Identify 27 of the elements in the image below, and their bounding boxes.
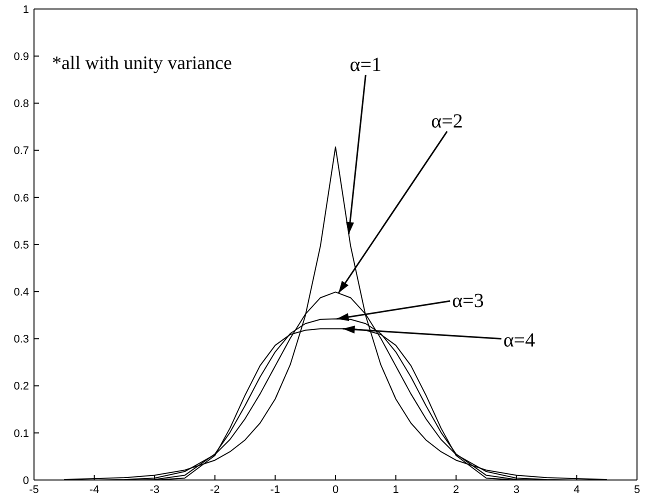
x-tick-label: 3: [513, 484, 520, 496]
annotation: α=4: [503, 330, 536, 352]
y-tick-label: 0.5: [14, 239, 29, 252]
x-tick-label: 5: [634, 484, 640, 496]
annotation: α=1: [350, 54, 382, 76]
x-tick-label: 1: [392, 484, 399, 496]
y-tick-label: 0.6: [14, 192, 29, 204]
y-tick-label: 0.3: [14, 334, 29, 346]
y-tick-label: 0: [22, 474, 29, 487]
annotation: α=3: [452, 290, 484, 312]
x-tick-label: -3: [150, 484, 160, 496]
x-tick-label: 4: [574, 484, 580, 496]
annotation: *all with unity variance: [52, 53, 232, 74]
y-tick-label: 0.4: [14, 286, 29, 299]
y-tick-label: 0.2: [14, 380, 29, 393]
y-tick-label: 0.1: [14, 428, 29, 440]
x-tick-label: 2: [453, 484, 460, 496]
y-tick-label: 1: [22, 4, 29, 16]
x-tick-label: -2: [210, 484, 220, 496]
y-tick-label: 0.9: [14, 51, 29, 64]
x-tick-label: -4: [89, 484, 100, 496]
x-tick-label: -5: [29, 484, 39, 496]
y-tick-label: 0.7: [14, 145, 29, 158]
y-tick-label: 0.8: [14, 98, 29, 110]
annotation: α=2: [431, 110, 463, 132]
x-tick-label: -1: [270, 484, 280, 496]
x-tick-label: 0: [332, 484, 339, 496]
